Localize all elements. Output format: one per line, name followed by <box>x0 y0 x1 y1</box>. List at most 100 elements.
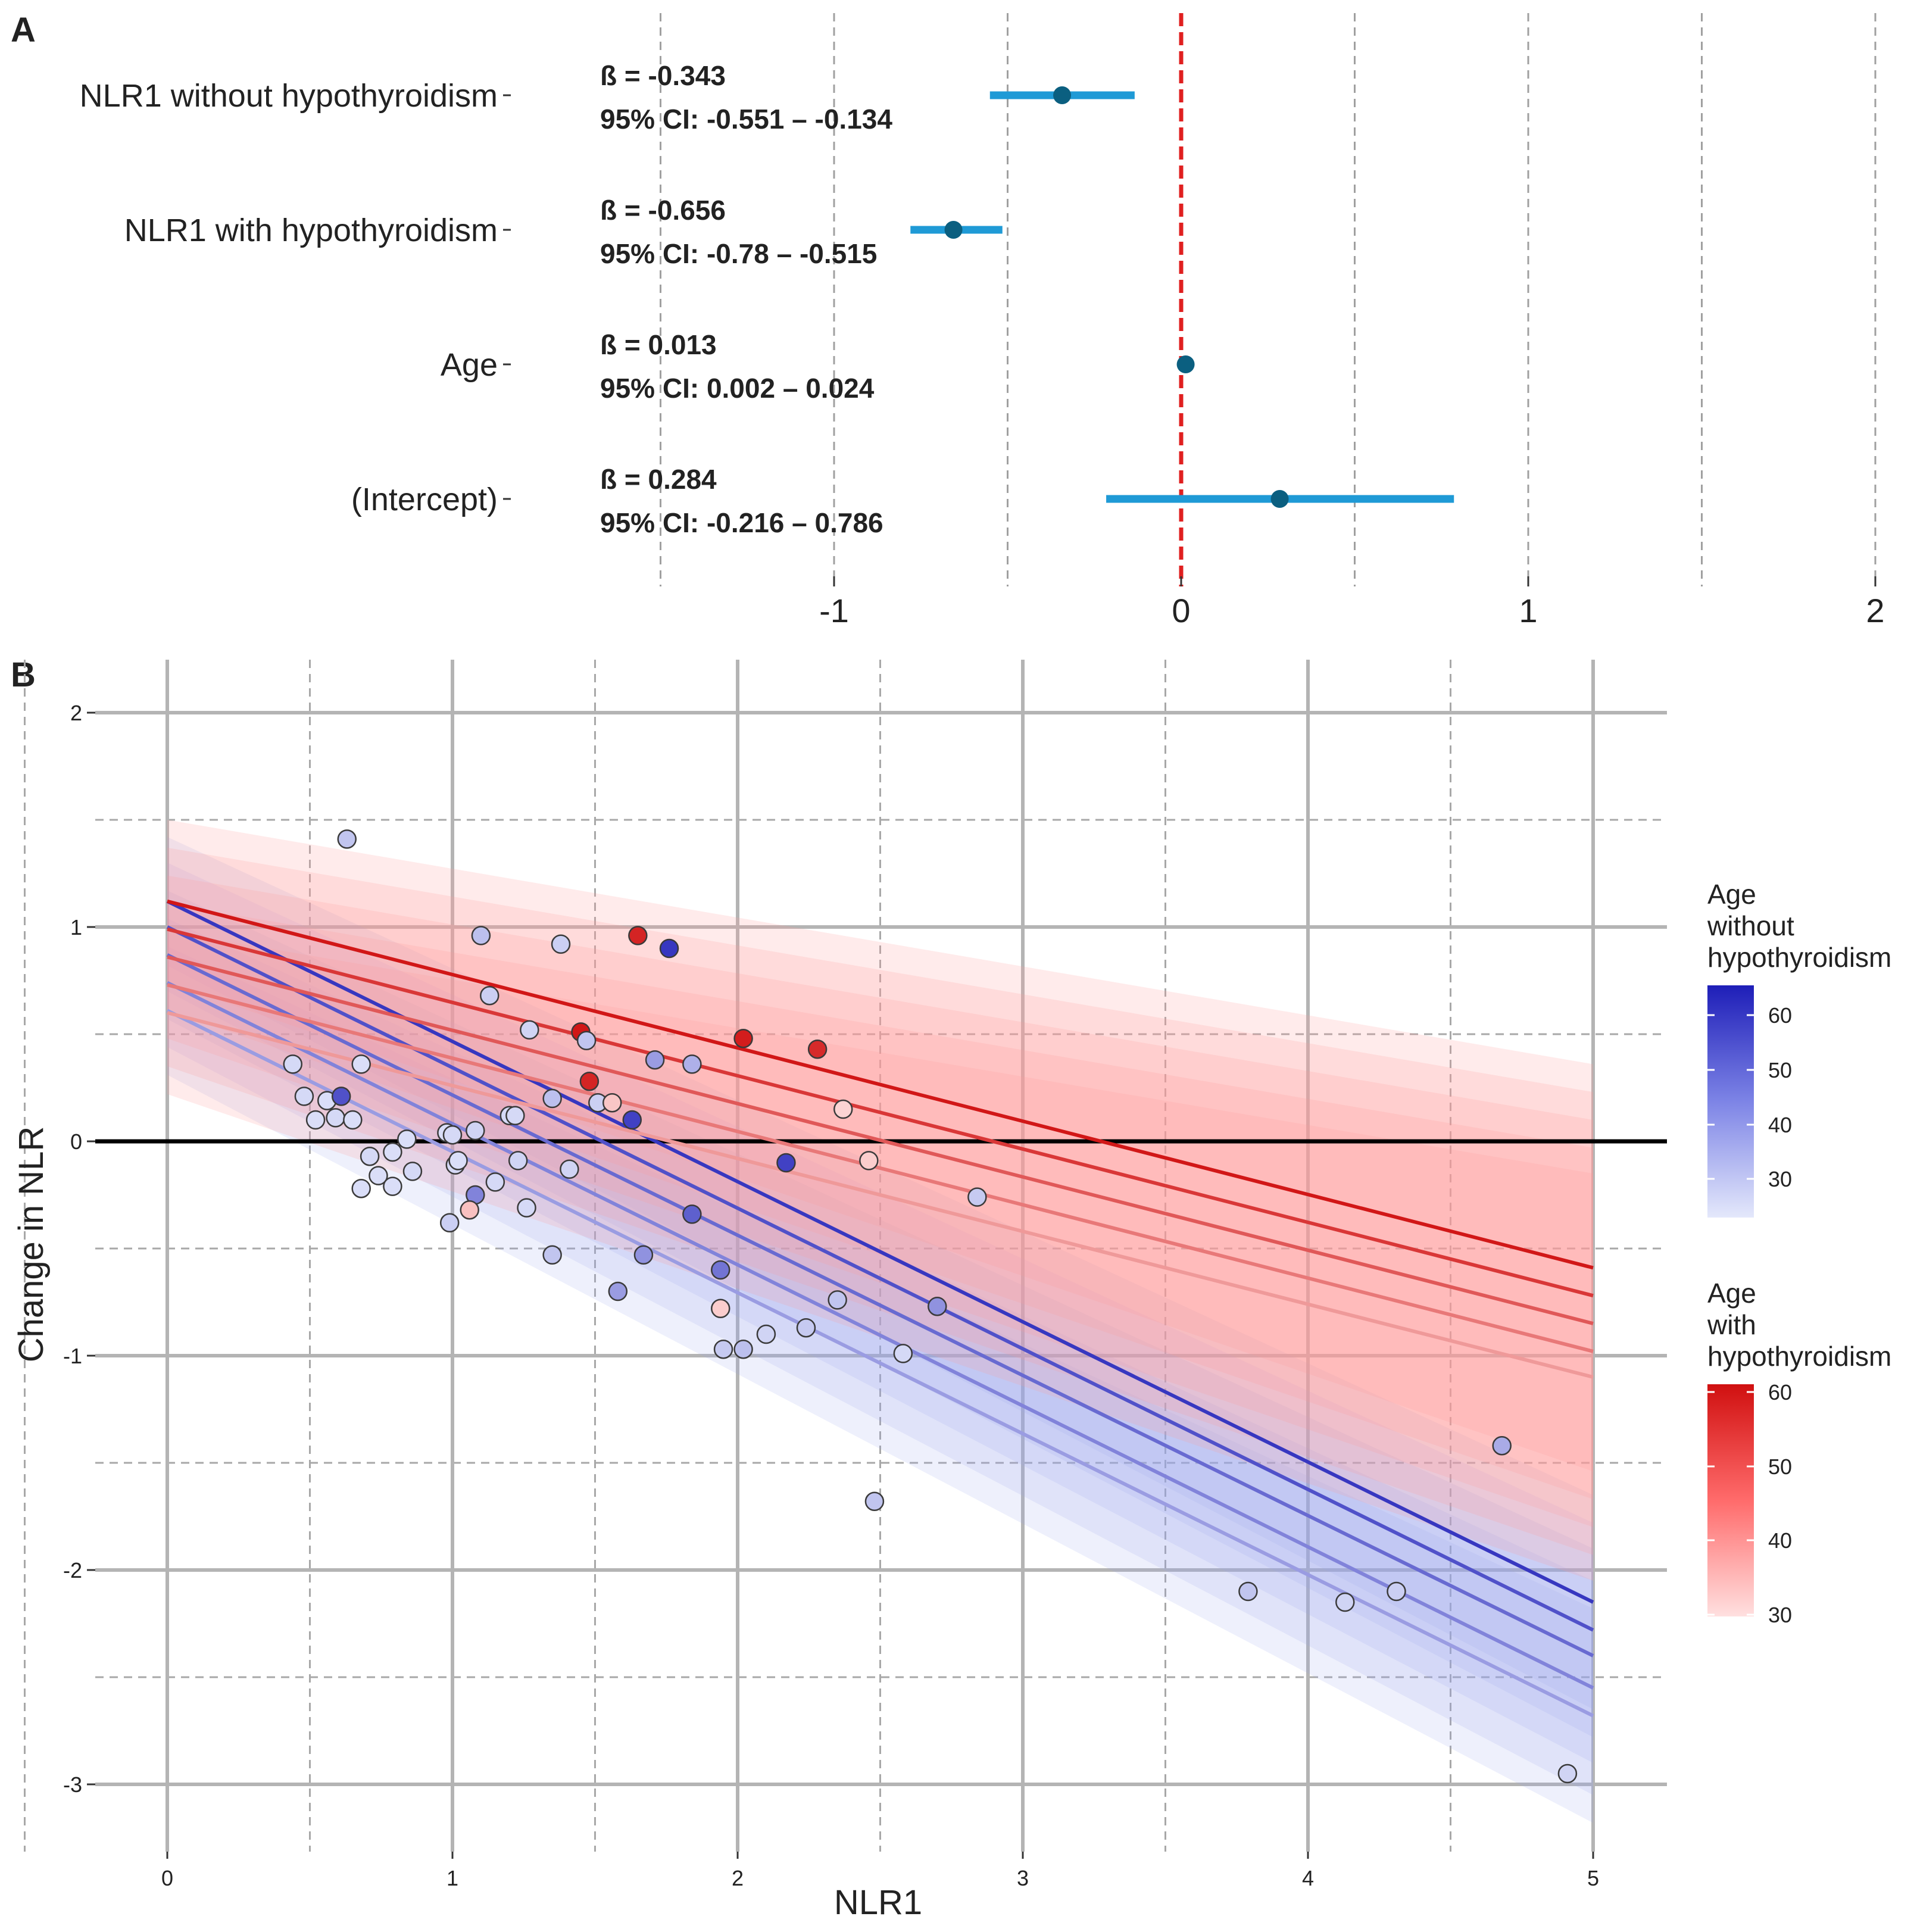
data-point <box>602 1093 622 1113</box>
data-point <box>579 1071 600 1091</box>
data-point <box>864 1491 885 1512</box>
legend-without-tick: 50 <box>1768 1058 1792 1082</box>
data-point <box>682 1204 702 1224</box>
forest-row-label: Age <box>441 347 498 383</box>
data-point <box>460 1200 479 1220</box>
data-point <box>833 1099 853 1119</box>
x-tick-label: 1 <box>447 1866 458 1890</box>
regression-line <box>167 955 1594 1325</box>
ci-ribbon <box>167 890 1593 1763</box>
regression-line <box>167 1011 1594 1379</box>
data-point <box>448 1151 468 1171</box>
legend-with-tick: 60 <box>1768 1380 1792 1404</box>
forest-x-tick-label: 2 <box>1866 592 1884 629</box>
x-tick-label: 4 <box>1302 1866 1314 1890</box>
forest-x-tick-label: -1 <box>819 592 849 629</box>
data-point <box>439 1213 460 1233</box>
y-axis-title: Change in NLR <box>12 1126 51 1363</box>
data-point <box>807 1039 828 1059</box>
ci-annotation: 95% CI: -0.551 – -0.134 <box>600 104 892 135</box>
legend-without-title-2: without <box>1707 910 1794 941</box>
data-point <box>659 938 679 959</box>
legend-with-tick: 50 <box>1768 1455 1792 1479</box>
legend-without-title-1: Age <box>1707 879 1756 910</box>
ci-ribbon <box>167 847 1593 1500</box>
x-tick-label: 2 <box>732 1866 744 1890</box>
forest-rows: NLR1 without hypothyroidism ß = -0.343 95%… <box>80 60 1454 538</box>
data-point <box>542 1088 562 1109</box>
data-point <box>471 926 491 945</box>
data-point <box>397 1129 417 1149</box>
data-point <box>505 1106 525 1126</box>
ci-ribbon <box>167 903 1593 1555</box>
data-point <box>326 1108 345 1128</box>
regression-lines <box>166 899 1594 1718</box>
legend-with-tick: 30 <box>1768 1603 1792 1627</box>
data-point <box>351 1178 371 1198</box>
ci-ribbon <box>167 837 1593 1709</box>
data-point <box>682 1054 702 1074</box>
forest-x-tick-label: 0 <box>1172 592 1190 629</box>
y-tick-label: -1 <box>63 1344 82 1368</box>
estimate-point <box>1176 355 1195 373</box>
regression-line <box>167 899 1594 1270</box>
data-point <box>520 1020 539 1040</box>
ci-annotation: 95% CI: -0.216 – 0.786 <box>600 507 883 538</box>
data-point <box>331 1087 351 1106</box>
data-point <box>551 934 571 954</box>
panel-a-letter: A <box>11 11 36 49</box>
data-point <box>633 1245 654 1265</box>
scatter-panel: B 0 1 2 3 4 5 2 1 0 -1 -2 -3 NLR1 Change in NLR <box>11 656 1667 1922</box>
ci-ribbon <box>167 875 1593 1527</box>
legend-with-tick: 40 <box>1768 1528 1792 1553</box>
data-point <box>859 1151 879 1171</box>
data-point <box>776 1153 796 1173</box>
legend-age-with-hypothyroidism: Age with hypothyroidism 60 50 40 30 <box>1707 1278 1891 1627</box>
beta-annotation: ß = -0.656 <box>600 195 726 226</box>
x-axis-title: NLR1 <box>834 1883 922 1922</box>
data-point <box>893 1344 913 1363</box>
data-point <box>1335 1592 1355 1612</box>
scatter-axis-ticks: 0 1 2 3 4 5 2 1 0 -1 -2 -3 <box>63 701 1599 1890</box>
data-point <box>466 1121 485 1141</box>
forest-gridlines <box>660 13 1877 586</box>
forest-plot-panel: A NLR1 without hypothyroidism ß = -0.343 9… <box>11 11 1885 629</box>
data-point <box>343 1110 363 1130</box>
ci-ribbon <box>167 820 1593 1472</box>
data-point <box>608 1281 628 1301</box>
data-point <box>1238 1581 1258 1602</box>
legend-without-title-3: hypothyroidism <box>1707 942 1891 973</box>
x-tick-label: 5 <box>1587 1866 1599 1890</box>
data-point <box>576 1031 597 1051</box>
data-point <box>645 1050 665 1070</box>
y-tick-label: 2 <box>70 701 82 725</box>
data-point <box>305 1110 326 1130</box>
data-point <box>480 985 499 1006</box>
regression-line <box>167 927 1594 1298</box>
data-point <box>1387 1581 1406 1602</box>
data-point <box>369 1166 388 1185</box>
legend-without-tick: 30 <box>1768 1167 1792 1191</box>
data-point <box>711 1260 730 1280</box>
data-point <box>360 1146 380 1166</box>
ci-ribbon <box>167 863 1593 1737</box>
legend-with-title-1: Age <box>1707 1278 1756 1309</box>
regression-line <box>166 981 1594 1690</box>
data-point <box>967 1187 987 1207</box>
beta-annotation: ß = 0.284 <box>600 464 717 495</box>
regression-line <box>166 1009 1594 1718</box>
forest-x-tick-label: 1 <box>1519 592 1537 629</box>
data-point <box>442 1125 463 1145</box>
data-point <box>713 1339 733 1359</box>
data-point <box>711 1299 730 1319</box>
ci-ribbon <box>167 918 1593 1795</box>
legend-age-without-hypothyroidism: Age without hypothyroidism 60 50 40 30 <box>1707 879 1891 1218</box>
data-point <box>402 1162 423 1181</box>
legend-without-tick: 40 <box>1768 1113 1792 1137</box>
data-point <box>733 1339 753 1359</box>
estimate-point <box>1053 86 1072 104</box>
forest-x-axis: -1 0 1 2 <box>819 576 1885 629</box>
ci-ribbon <box>167 931 1593 1581</box>
regression-line <box>167 983 1594 1353</box>
